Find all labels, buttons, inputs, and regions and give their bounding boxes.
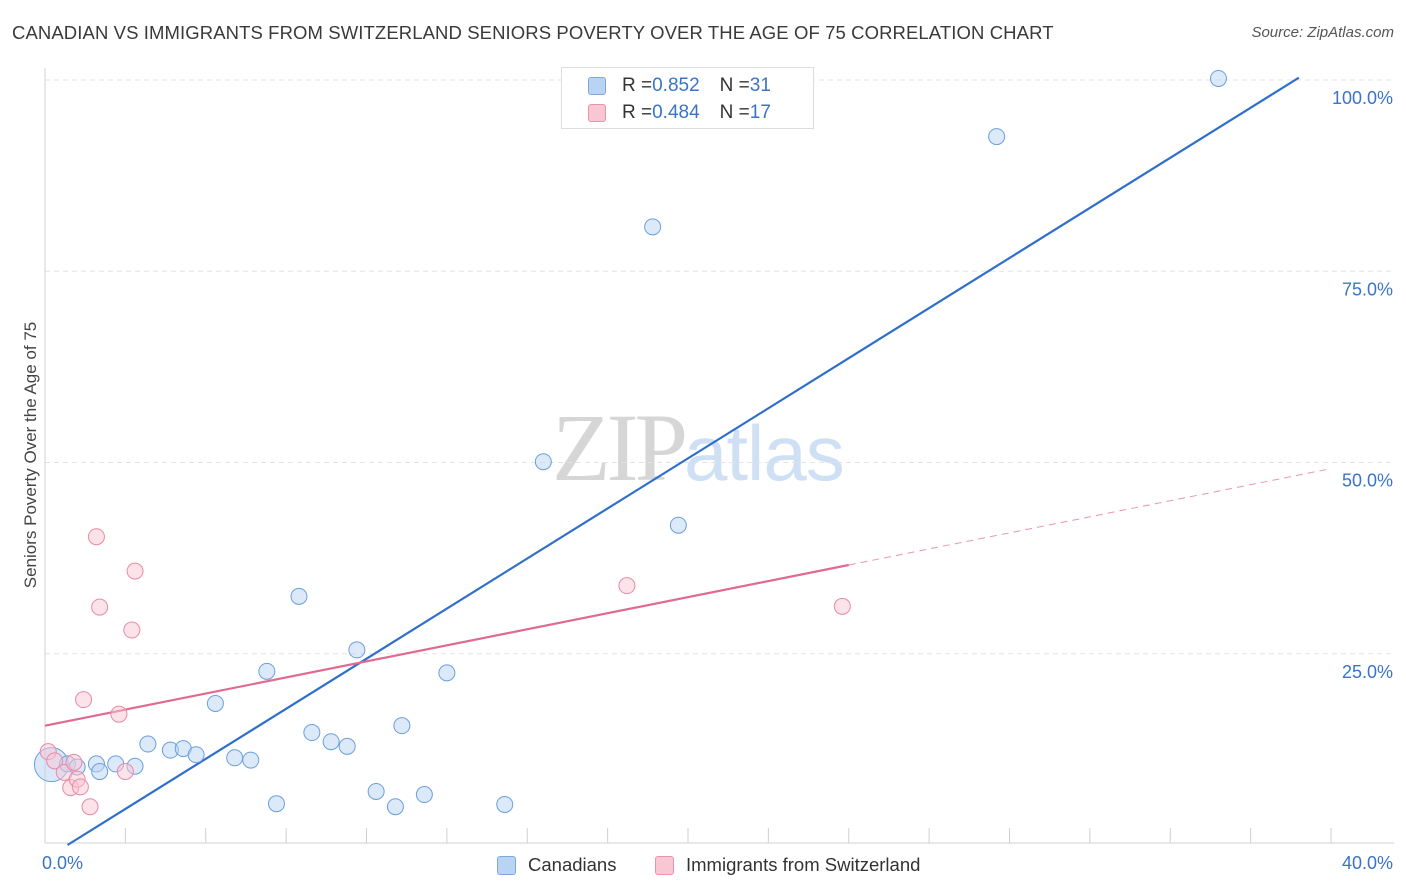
y-tick-label: 50.0%	[1342, 471, 1393, 491]
point-canadians	[367, 782, 385, 800]
tick-labels: 25.0% 50.0% 75.0% 100.0% 0.0% 40.0%	[42, 88, 1393, 873]
point-canadians	[438, 664, 456, 682]
point-canadians	[267, 795, 285, 813]
point-canadians	[338, 737, 356, 755]
point-canadians	[348, 641, 366, 659]
point-canadians	[393, 717, 411, 735]
point-immigrants-from-switzerland	[116, 763, 134, 781]
point-immigrants-from-switzerland	[123, 621, 141, 639]
watermark: ZIPatlas	[552, 400, 845, 497]
legend-n-label: N =	[719, 102, 750, 123]
point-canadians	[206, 694, 224, 712]
legend-label-switzerland: Immigrants from Switzerland	[686, 854, 921, 875]
point-canadians	[1209, 69, 1227, 87]
legend-label-canadians: Canadians	[528, 854, 617, 875]
legend-row-canadians: R = 0.852 N = 31	[588, 73, 771, 99]
legend-swatch-canadians	[497, 855, 516, 875]
point-canadians	[386, 798, 404, 816]
y-tick-label: 100.0%	[1332, 88, 1393, 108]
watermark-zip: ZIP	[552, 394, 688, 501]
data-points	[33, 69, 1227, 816]
legend-n-value: 31	[749, 75, 771, 96]
legend-r-label: R =	[622, 102, 653, 123]
legend-r-value: 0.852	[652, 75, 700, 96]
legend-item-switzerland[interactable]: Immigrants from Switzerland	[655, 854, 920, 876]
trend-line-immigrants-from-switzerland	[44, 563, 849, 727]
legend-n-label: N =	[719, 75, 750, 96]
legend-swatch-canadians	[588, 77, 606, 95]
point-canadians	[669, 516, 687, 534]
legend-swatch-switzerland	[655, 855, 674, 875]
y-tick-label: 75.0%	[1342, 279, 1393, 299]
point-immigrants-from-switzerland	[65, 753, 83, 771]
point-immigrants-from-switzerland	[87, 528, 105, 546]
correlation-legend: R = 0.852 N = 31 R = 0.484 N = 17	[561, 67, 814, 129]
x-tick-label: 40.0%	[1342, 853, 1393, 873]
legend-row-switzerland: R = 0.484 N = 17	[588, 100, 771, 126]
point-immigrants-from-switzerland	[833, 597, 851, 615]
watermark-atlas: atlas	[684, 409, 845, 497]
point-canadians	[322, 733, 340, 751]
legend-r-label: R =	[622, 75, 653, 96]
point-canadians	[303, 724, 321, 742]
point-canadians	[415, 786, 433, 804]
axes	[44, 68, 1394, 844]
legend-item-canadians[interactable]: Canadians	[497, 854, 616, 876]
point-canadians	[242, 751, 260, 769]
point-immigrants-from-switzerland	[71, 778, 89, 796]
point-immigrants-from-switzerland	[46, 752, 64, 770]
point-immigrants-from-switzerland	[110, 705, 128, 723]
legend-n-value: 17	[749, 102, 771, 123]
legend-swatch-switzerland	[588, 104, 606, 122]
point-immigrants-from-switzerland	[75, 691, 93, 709]
point-immigrants-from-switzerland	[81, 798, 99, 816]
point-immigrants-from-switzerland	[126, 562, 144, 580]
point-canadians	[139, 735, 157, 753]
point-canadians	[187, 746, 205, 764]
trend-lines	[44, 76, 1332, 846]
series-legend: Canadians Immigrants from Switzerland	[0, 851, 1406, 877]
gridlines	[45, 79, 1394, 655]
x-tick-label: 0.0%	[42, 853, 83, 873]
point-canadians	[496, 795, 514, 813]
chart-title: CANADIAN VS IMMIGRANTS FROM SWITZERLAND …	[12, 22, 1054, 43]
source-label: Source: ZipAtlas.com	[1251, 24, 1394, 41]
point-canadians	[988, 128, 1006, 146]
legend-r-value: 0.484	[652, 102, 700, 123]
point-canadians	[258, 662, 276, 680]
point-canadians	[644, 218, 662, 236]
point-canadians	[226, 749, 244, 767]
trend-extension-immigrants-from-switzerland	[848, 468, 1332, 566]
y-tick-label: 25.0%	[1342, 662, 1393, 682]
point-canadians	[290, 587, 308, 605]
trend-line-canadians	[66, 76, 1300, 846]
point-immigrants-from-switzerland	[618, 577, 636, 595]
point-canadians	[534, 453, 552, 471]
point-immigrants-from-switzerland	[91, 598, 109, 616]
point-canadians	[91, 763, 109, 781]
